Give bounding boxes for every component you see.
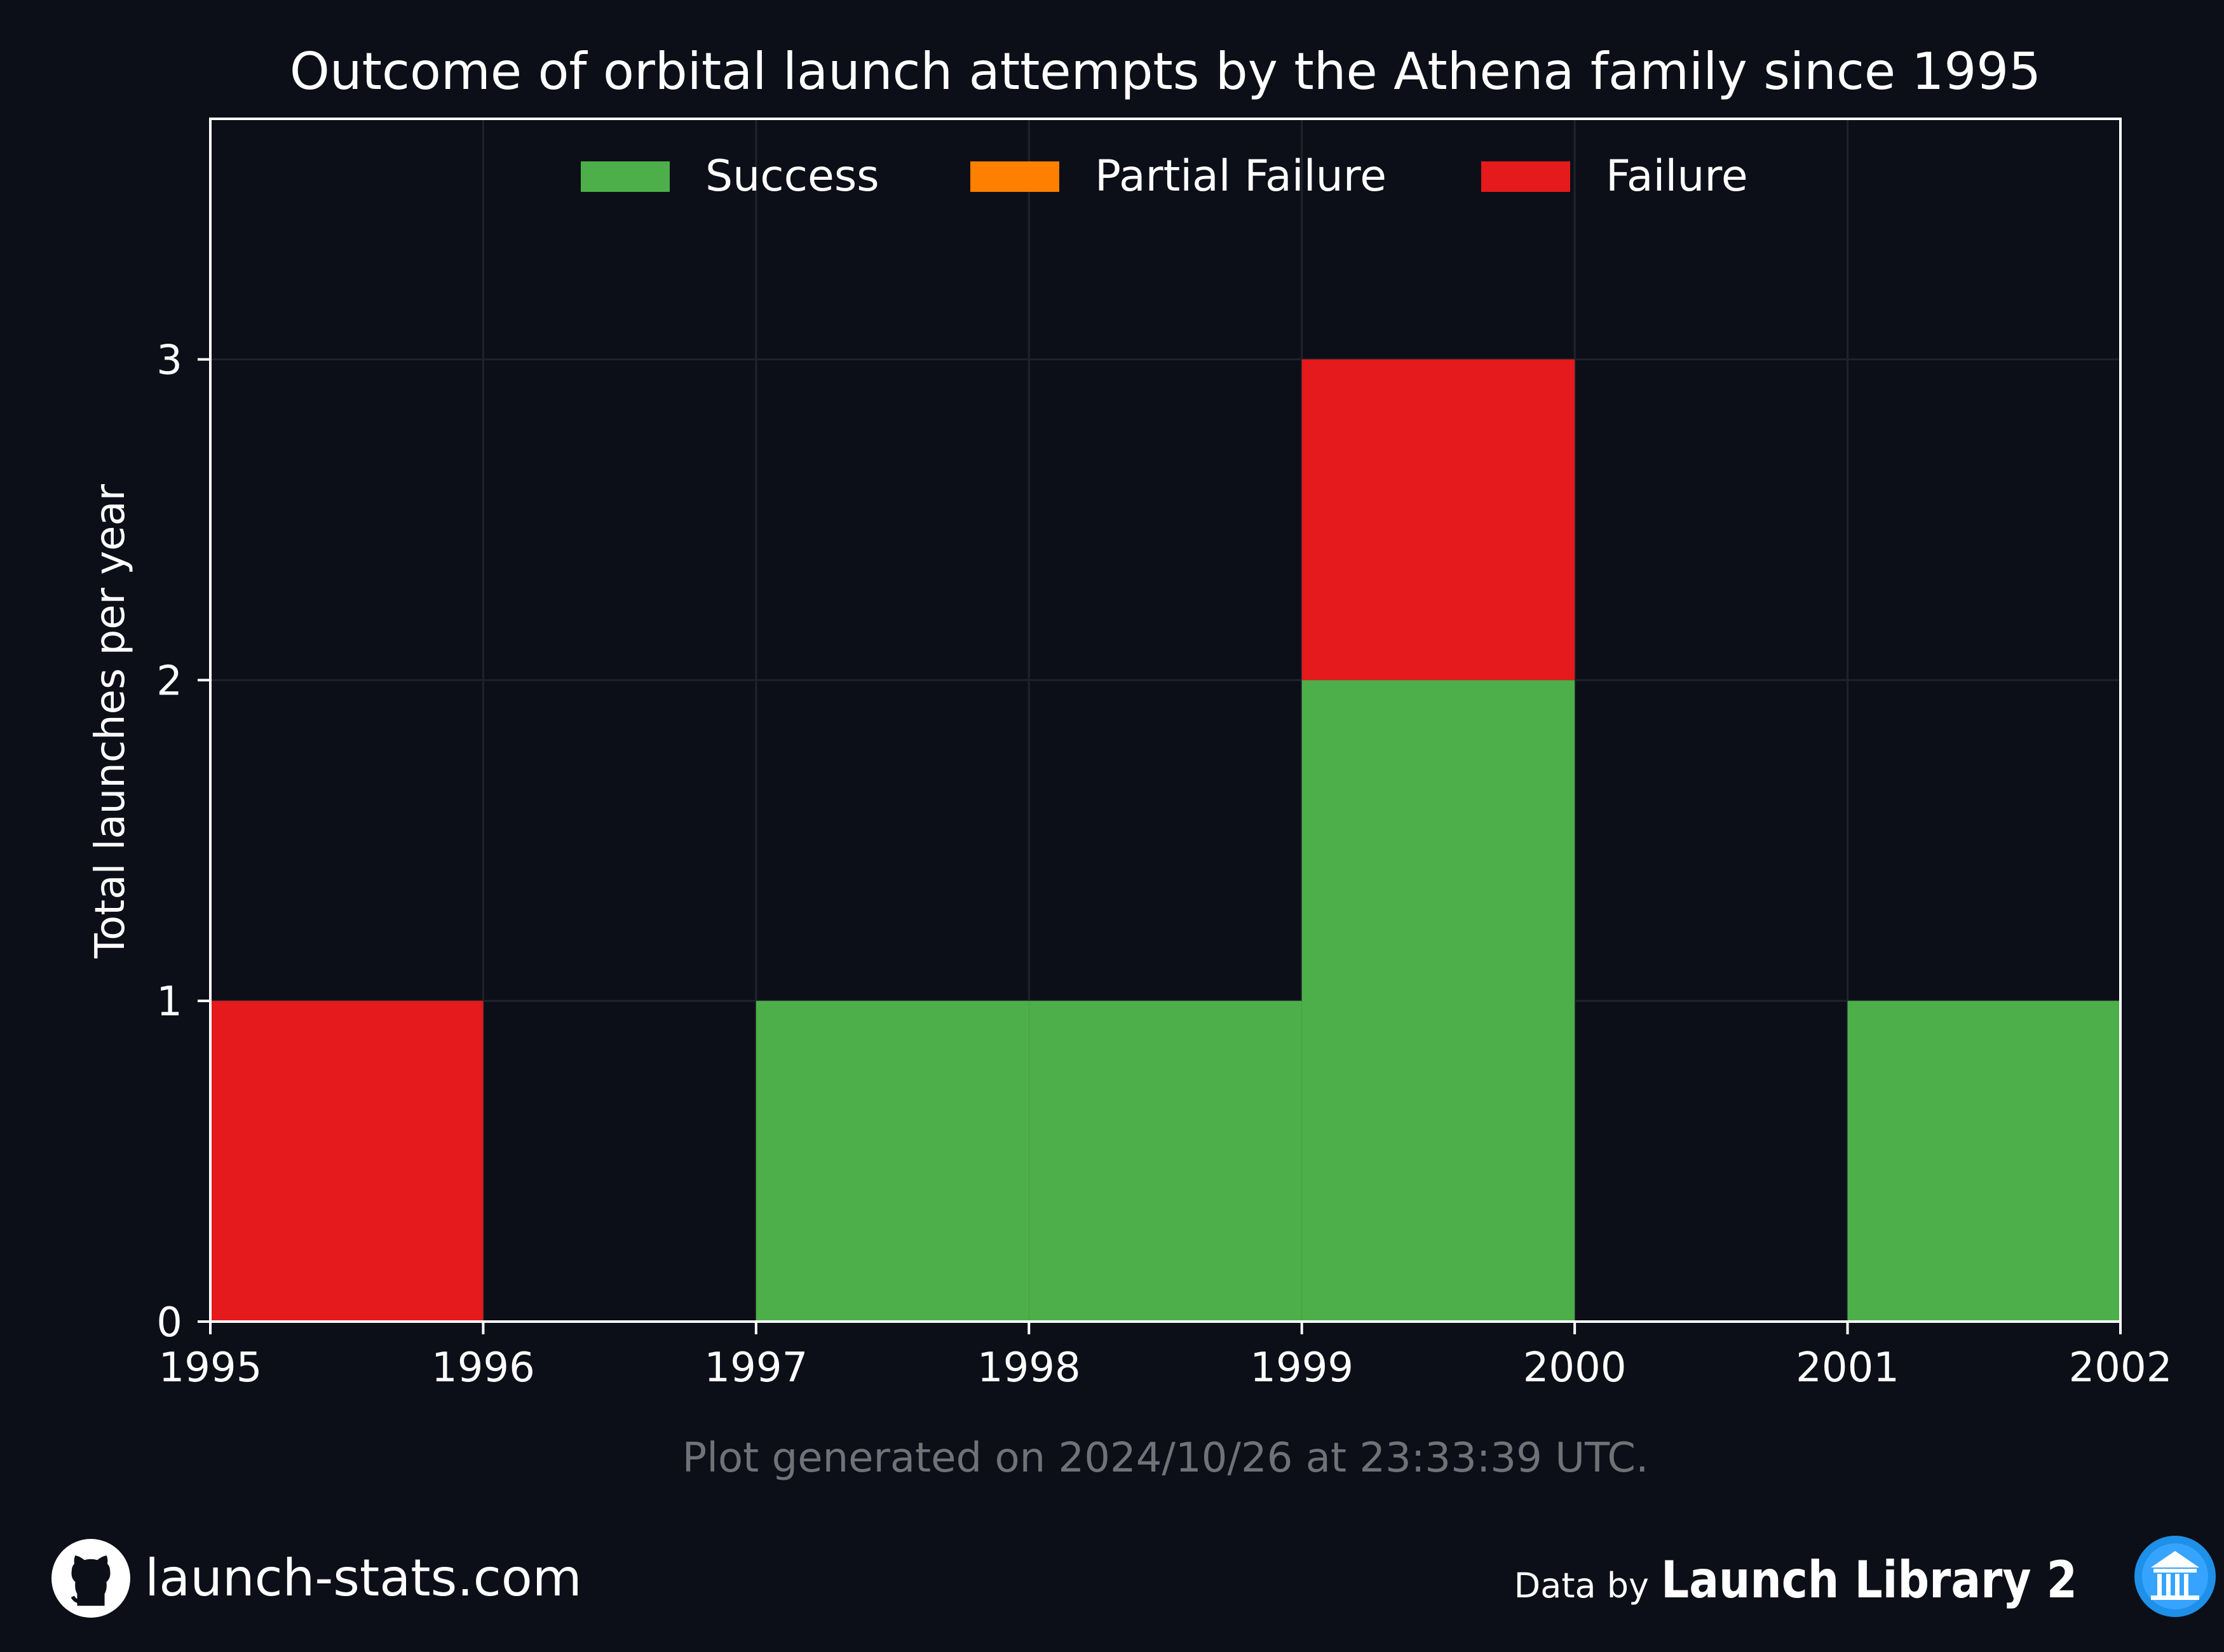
site-link-text[interactable]: launch-stats.com	[145, 1548, 582, 1608]
x-tick-label: 2002	[2069, 1344, 2173, 1391]
data-by-label: Data by	[1514, 1566, 1649, 1606]
generated-timestamp: Plot generated on 2024/10/26 at 23:33:39…	[682, 1435, 1649, 1482]
x-tick-label: 1997	[704, 1344, 808, 1391]
legend-swatch-failure	[1481, 161, 1570, 192]
x-tick-label: 1999	[1250, 1344, 1353, 1391]
legend-swatch-success	[581, 161, 670, 192]
bar-failure-1999	[1301, 359, 1575, 680]
x-tick-label: 2001	[1796, 1344, 1899, 1391]
bar-success-2001	[1847, 1001, 2120, 1322]
y-axis-label: Total launches per year	[87, 484, 134, 959]
legend: Success Partial Failure Failure	[581, 151, 1748, 201]
github-icon	[51, 1539, 130, 1618]
launch-library-logo-icon	[2134, 1536, 2216, 1617]
x-tick-label: 2000	[1523, 1344, 1627, 1391]
bars	[210, 359, 2120, 1322]
chart-title: Outcome of orbital launch attempts by th…	[290, 42, 2041, 101]
y-axis: 0 1 2 3	[156, 337, 210, 1346]
site-link[interactable]: launch-stats.com	[145, 1548, 582, 1608]
data-source-name: Launch Library 2	[1661, 1550, 2077, 1609]
y-tick-label: 3	[156, 337, 182, 384]
bar-success-1997	[756, 1001, 1029, 1322]
legend-label-partial-failure: Partial Failure	[1095, 151, 1387, 201]
y-tick-label: 0	[156, 1299, 182, 1346]
bar-success-1998	[1029, 1001, 1302, 1322]
x-axis: 1995 1996 1997 1998 1999 2000 2001 2002	[159, 1322, 2173, 1391]
y-tick-label: 2	[156, 658, 182, 705]
legend-label-failure: Failure	[1606, 151, 1748, 201]
x-tick-label: 1995	[159, 1344, 262, 1391]
x-tick-label: 1998	[977, 1344, 1081, 1391]
y-tick-label: 1	[156, 978, 182, 1026]
legend-swatch-partial-failure	[970, 161, 1059, 192]
x-tick-label: 1996	[431, 1344, 535, 1391]
plot-frame	[209, 118, 2122, 1323]
bar-failure-1995	[210, 1001, 484, 1322]
legend-label-success: Success	[705, 151, 879, 201]
bar-success-1999	[1301, 680, 1575, 1322]
